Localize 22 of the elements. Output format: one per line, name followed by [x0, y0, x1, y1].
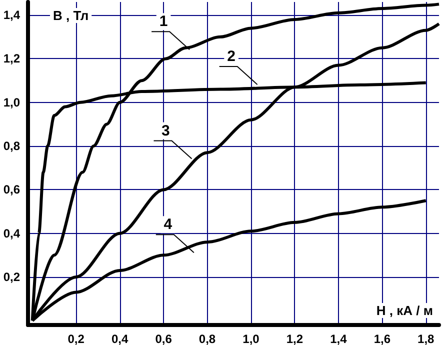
y-tick-label: 0,6: [3, 182, 20, 197]
x-tick-label: 0,4: [111, 332, 128, 345]
y-tick-label: 0,8: [3, 139, 20, 154]
y-tick-label: 1,2: [3, 52, 20, 66]
x-tick-label: 1,6: [374, 332, 391, 345]
annotation: 2: [227, 48, 236, 66]
x-tick-label: 1,8: [418, 332, 435, 345]
y-tick-label: 1,4: [3, 8, 20, 22]
x-tick-label: 1,4: [330, 332, 348, 345]
annotation: 3: [162, 122, 170, 140]
annotation: 4: [164, 216, 173, 234]
x-tick-label: 0,6: [155, 332, 172, 345]
y-tick-label: 1,0: [3, 95, 20, 110]
x-tick-label: 0,8: [198, 332, 216, 345]
y-axis-title: В , Тл: [53, 8, 89, 23]
x-tick-label: 1,2: [286, 332, 304, 345]
x-axis-title: Н , кА / м: [376, 303, 434, 318]
x-tick-label: 1,0: [242, 332, 260, 345]
x-tick-label: 0,2: [68, 332, 85, 345]
annotation: 1: [159, 13, 168, 30]
y-tick-label: 0,4: [3, 226, 20, 240]
y-tick-label: 0,2: [3, 270, 20, 284]
